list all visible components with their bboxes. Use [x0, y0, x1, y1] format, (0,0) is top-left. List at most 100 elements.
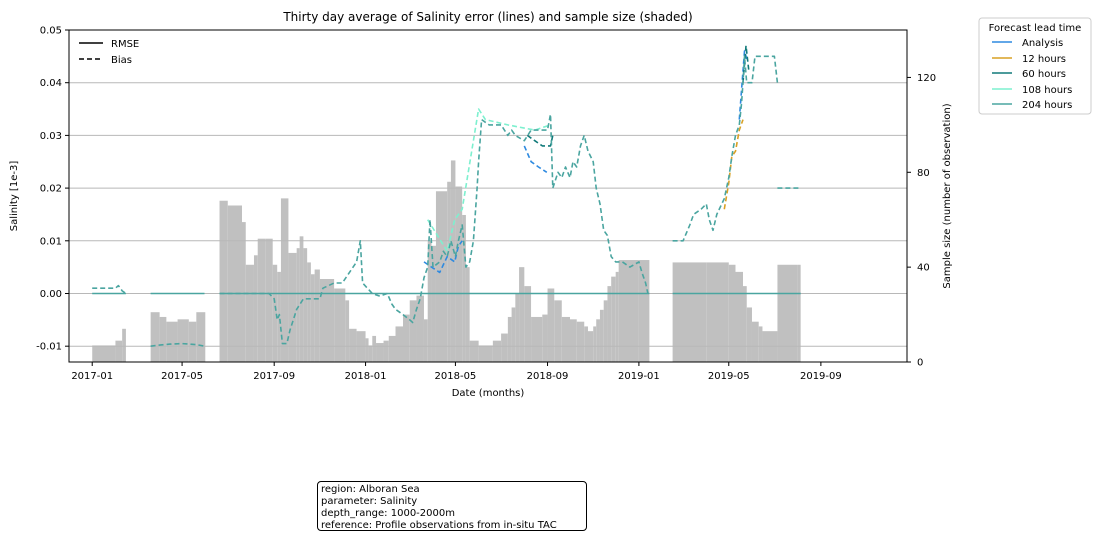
series-line-bias-analysis [523, 145, 548, 173]
series-line-bias-204-hours [92, 284, 127, 295]
y2-tick-label: 40 [917, 263, 930, 274]
sample-size-bar [638, 260, 650, 362]
sample-size-bar [349, 328, 357, 362]
series-line-bias-60-hours [742, 45, 750, 83]
series-line-bias-12-hours [723, 119, 744, 210]
legend-analysis-label: Analysis [1022, 38, 1063, 49]
sample-size-bar [531, 316, 543, 362]
sample-size-bar [376, 343, 384, 362]
sample-size-bar [319, 279, 335, 362]
series-line-bias-60-hours [526, 134, 554, 147]
sample-size-bar [177, 319, 189, 362]
legend-12h-label: 12 hours [1022, 54, 1066, 65]
sample-size-bar [455, 186, 463, 362]
chart-title: Thirty day average of Salinity error (li… [282, 10, 692, 24]
y-axis-label: Salinity [1e-3] [9, 161, 20, 232]
sample-size-bar [435, 191, 448, 362]
sample-size-bar [272, 264, 278, 362]
y-tick-label: 0.04 [40, 78, 62, 89]
sample-size-bar [599, 309, 604, 362]
sample-size-bar [431, 245, 436, 362]
sample-size-bar [188, 321, 197, 362]
sample-size-bar [603, 300, 608, 362]
y2-tick-label: 120 [917, 73, 936, 84]
sample-size-bar [478, 345, 493, 362]
region-text: region: Alboran Sea [321, 484, 420, 495]
sample-size-bar [447, 181, 451, 362]
y-tick-label: 0.01 [40, 236, 62, 247]
parameter-text: parameter: Salinity [321, 496, 418, 507]
sample-size-bar [409, 300, 417, 362]
sample-size-bar [751, 321, 759, 362]
reference-text: reference: Profile observations from in-… [321, 520, 557, 531]
sample-size-bar [746, 307, 752, 362]
sample-size-bar [280, 198, 289, 362]
sample-size-bar [314, 269, 320, 362]
sample-size-bar [797, 264, 801, 362]
legend-60h-label: 60 hours [1022, 69, 1066, 80]
series-line-bias-204-hours [219, 113, 649, 345]
series-line-bias-analysis [738, 50, 749, 120]
sample-size-bar [742, 286, 747, 362]
sample-size-bar [607, 286, 612, 362]
sample-size-bar [345, 300, 350, 362]
sample-size-bar [501, 333, 508, 362]
x-tick-label: 2018-09 [527, 371, 569, 382]
y-tick-label: 0.03 [40, 131, 62, 142]
x-tick-label: 2019-05 [708, 371, 750, 382]
x-axis-label: Date (months) [452, 388, 525, 399]
sample-size-bar [92, 345, 116, 362]
legend-108h-label: 108 hours [1022, 85, 1072, 96]
sample-size-bar [288, 252, 297, 362]
sample-size-bar [618, 260, 639, 362]
sample-size-bar [365, 338, 369, 362]
sample-size-bar [735, 271, 743, 362]
sample-size-bar [253, 255, 258, 362]
sample-size-bar [372, 335, 377, 362]
series-line-bias-analysis [423, 240, 463, 274]
sample-size-bar [728, 264, 736, 362]
series-line-bias-204-hours [150, 342, 205, 347]
sample-size-bar [299, 236, 304, 362]
x-tick-label: 2019-01 [618, 371, 660, 382]
sample-size-bar [122, 328, 126, 362]
sample-size-bar [265, 238, 273, 362]
metadata-box: region: Alboran Sea parameter: Salinity … [317, 481, 587, 531]
sample-size-bar [519, 267, 525, 362]
sample-size-bar [296, 248, 300, 362]
sample-size-bar [395, 326, 404, 362]
x-tick-label: 2019-09 [800, 371, 842, 382]
sample-size-bar [150, 312, 160, 362]
sample-size-bar [427, 241, 432, 362]
sample-size-bar [257, 238, 266, 362]
axis-ticks: -0.01 0.00 0.01 0.02 0.03 0.04 0.05 0 40 80 120 201… [36, 26, 936, 383]
sample-size-bar [159, 316, 167, 362]
sample-size-bar [388, 335, 396, 362]
y-tick-label: 0.00 [40, 289, 62, 300]
legend-bias-label: Bias [111, 55, 132, 66]
sample-size-bar [310, 274, 315, 362]
sample-size-bars [92, 160, 801, 362]
legend-204h-label: 204 hours [1022, 100, 1072, 111]
sample-size-bar [561, 316, 571, 362]
sample-size-bar [462, 214, 466, 362]
sample-size-bar [416, 295, 424, 362]
sample-size-bar [469, 340, 479, 362]
sample-size-bar [570, 319, 577, 362]
sample-size-bar [542, 314, 548, 362]
sample-size-bar [672, 262, 707, 362]
sample-size-bar [115, 340, 123, 362]
x-tick-label: 2017-05 [161, 371, 203, 382]
sample-size-bar [706, 262, 729, 362]
sample-size-bar [777, 264, 798, 362]
sample-size-bar [615, 271, 619, 362]
x-tick-label: 2017-09 [253, 371, 295, 382]
sample-size-bar [576, 321, 585, 362]
lead-time-legend: Forecast lead time Analysis 12 hours 60 … [978, 17, 1092, 115]
sample-size-bar [524, 286, 532, 362]
y2-tick-label: 80 [917, 168, 930, 179]
x-tick-label: 2018-05 [435, 371, 477, 382]
sample-size-bar [303, 248, 308, 362]
series-line-bias-204-hours [672, 55, 779, 242]
